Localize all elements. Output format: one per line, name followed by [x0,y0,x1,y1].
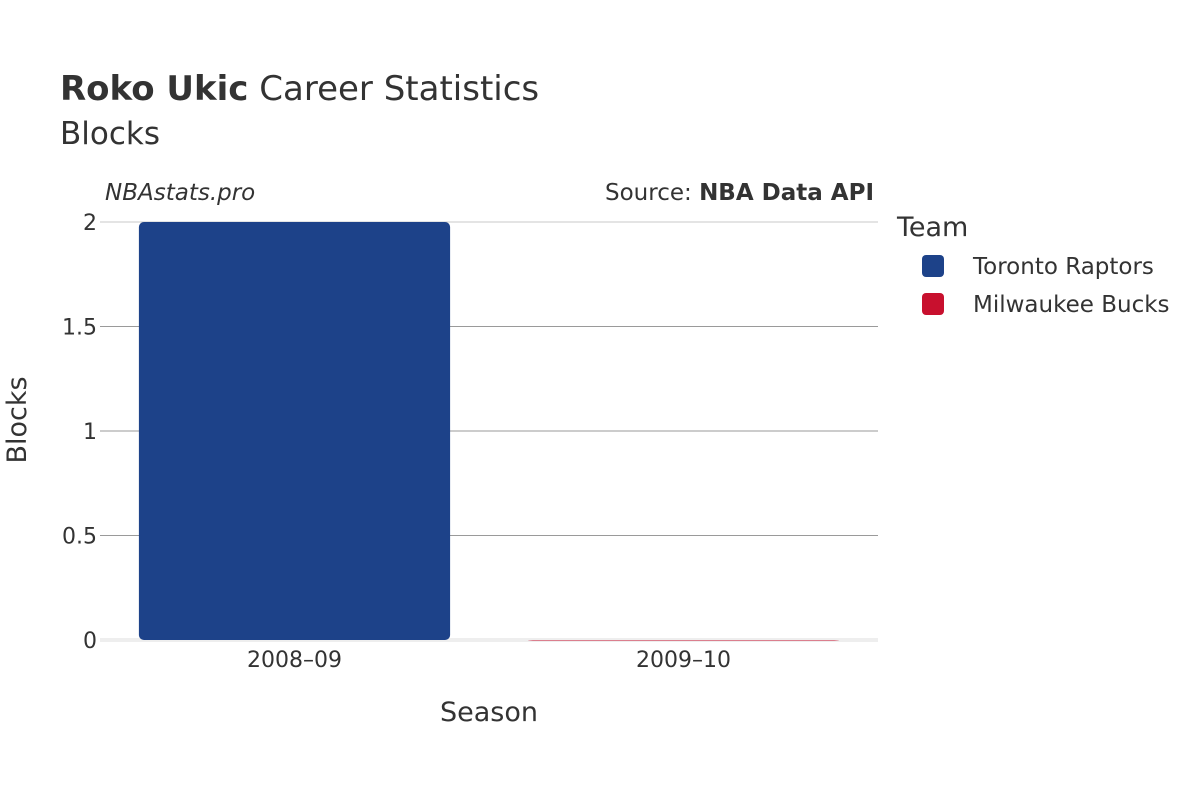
bars [138,222,840,641]
y-tick-label: 1.5 [62,316,97,341]
title-suffix: Career Statistics [248,69,539,109]
x-axis-ticks: 2008–09 2009–10 [247,648,731,673]
x-tick-label: 2009–10 [636,648,731,673]
y-tick-label: 0 [83,629,97,654]
chart-subtitle: Blocks [60,116,160,152]
y-tick-label: 0.5 [62,525,97,550]
source-value: NBA Data API [699,180,874,206]
y-axis-ticks: 0 0.5 1 1.5 2 [62,211,97,654]
watermark: NBAstats.pro [105,180,255,206]
chart-title: Roko Ukic Career Statistics [60,69,539,109]
x-axis-title: Season [440,697,538,728]
legend-item-label[interactable]: Milwaukee Bucks [973,292,1170,318]
y-axis-title: Blocks [2,376,33,463]
legend-item-label[interactable]: Toronto Raptors [972,254,1154,280]
legend: Toronto Raptors Milwaukee Bucks [922,254,1170,318]
legend-swatch [922,293,944,315]
legend-swatch [922,255,944,277]
y-tick-label: 2 [83,211,97,236]
player-name: Roko Ukic [60,69,248,109]
source-credit: Source: NBA Data API [605,180,874,206]
y-tick-label: 1 [83,420,97,445]
x-tick-label: 2008–09 [247,648,342,673]
source-label: Source: [605,180,699,206]
bar[interactable] [138,222,451,640]
bar[interactable] [527,640,840,641]
legend-title: Team [896,212,968,243]
